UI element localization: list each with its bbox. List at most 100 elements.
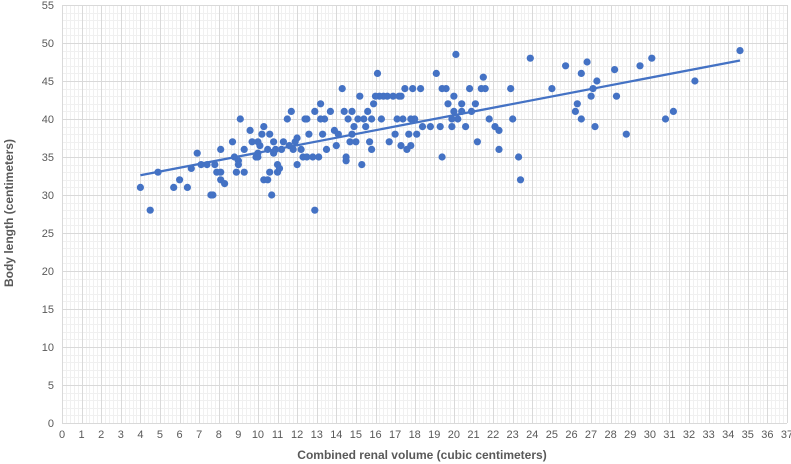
data-point <box>236 115 244 123</box>
x-tick-label: 8 <box>216 429 222 441</box>
x-tick-label: 18 <box>409 429 421 441</box>
x-tick-label: 32 <box>683 429 695 441</box>
data-point <box>438 153 446 161</box>
data-point <box>289 145 297 153</box>
x-tick-label: 36 <box>761 429 773 441</box>
data-point <box>409 85 417 93</box>
data-point <box>526 54 534 62</box>
data-point <box>332 142 340 150</box>
x-tick-label: 1 <box>79 429 85 441</box>
data-point <box>479 73 487 81</box>
data-point <box>315 153 323 161</box>
data-point <box>350 123 358 131</box>
data-point <box>636 62 644 70</box>
y-tick-label: 35 <box>42 152 54 164</box>
data-point <box>495 145 503 153</box>
data-point <box>193 149 201 157</box>
data-point <box>340 107 348 115</box>
data-point <box>254 153 262 161</box>
data-point <box>411 115 419 123</box>
x-tick-label: 37 <box>781 429 791 441</box>
data-point <box>136 183 144 191</box>
data-point <box>217 145 225 153</box>
data-point <box>321 115 329 123</box>
data-point <box>279 138 287 146</box>
data-point <box>370 100 378 108</box>
data-point <box>450 107 458 115</box>
x-tick-label: 16 <box>369 429 381 441</box>
data-point <box>448 123 456 131</box>
data-point <box>515 153 523 161</box>
data-point <box>661 115 670 123</box>
data-point <box>473 138 481 146</box>
data-point <box>217 168 225 176</box>
data-point <box>368 145 376 153</box>
x-tick-label: 13 <box>311 429 323 441</box>
data-point <box>622 130 630 138</box>
major-gridlines <box>62 5 788 424</box>
data-point <box>348 107 356 115</box>
x-tick-label: 12 <box>291 429 303 441</box>
data-point <box>509 115 517 123</box>
data-point <box>287 107 295 115</box>
data-point <box>364 107 372 115</box>
data-point <box>571 107 580 115</box>
x-tick-label: 17 <box>389 429 401 441</box>
data-point <box>397 92 405 100</box>
data-point <box>452 50 460 59</box>
data-point <box>399 115 407 123</box>
data-point <box>418 123 427 131</box>
data-point <box>516 176 525 184</box>
data-point <box>577 115 585 123</box>
data-point <box>577 69 585 77</box>
data-point <box>495 126 503 134</box>
data-point <box>413 130 421 138</box>
x-tick-label: 29 <box>624 429 636 441</box>
data-point <box>346 138 354 146</box>
y-tick-label: 45 <box>42 76 54 88</box>
x-tick-label: 3 <box>118 429 124 441</box>
data-point <box>240 168 248 176</box>
data-point <box>305 130 313 138</box>
data-point <box>326 107 334 115</box>
data-point <box>736 47 744 55</box>
data-point <box>591 123 599 131</box>
data-point <box>264 176 272 184</box>
x-tick-label: 5 <box>157 429 163 441</box>
data-point <box>485 115 493 123</box>
y-axis-title: Body length (centimeters) <box>2 139 16 287</box>
linear-trendline <box>140 59 741 177</box>
data-point <box>209 191 217 199</box>
x-tick-label: 28 <box>605 429 617 441</box>
data-point <box>462 123 470 131</box>
data-point <box>246 126 254 134</box>
x-tick-label: 19 <box>428 429 440 441</box>
data-point <box>454 115 462 123</box>
y-axis-tick-labels: 0 5 10 15 20 25 30 35 40 45 50 55 <box>42 0 54 430</box>
data-point <box>275 164 284 172</box>
data-point <box>293 134 301 142</box>
data-point <box>562 62 570 70</box>
y-tick-label: 30 <box>42 190 54 202</box>
data-point <box>383 92 391 100</box>
x-tick-label: 31 <box>663 429 675 441</box>
data-point <box>183 183 191 191</box>
y-tick-label: 50 <box>42 38 54 50</box>
data-point <box>266 130 274 138</box>
data-point <box>311 206 319 214</box>
data-point <box>389 92 397 100</box>
data-point <box>458 100 466 108</box>
x-tick-label: 15 <box>350 429 362 441</box>
x-tick-label: 11 <box>272 429 283 441</box>
x-tick-label: 0 <box>59 429 65 441</box>
x-tick-label: 9 <box>235 429 241 441</box>
data-point <box>270 138 278 146</box>
data-point <box>401 85 409 93</box>
data-point <box>442 85 450 93</box>
data-point <box>260 123 268 131</box>
data-point <box>444 100 452 108</box>
data-point <box>407 142 415 150</box>
data-point <box>303 153 311 161</box>
data-point <box>240 145 248 153</box>
